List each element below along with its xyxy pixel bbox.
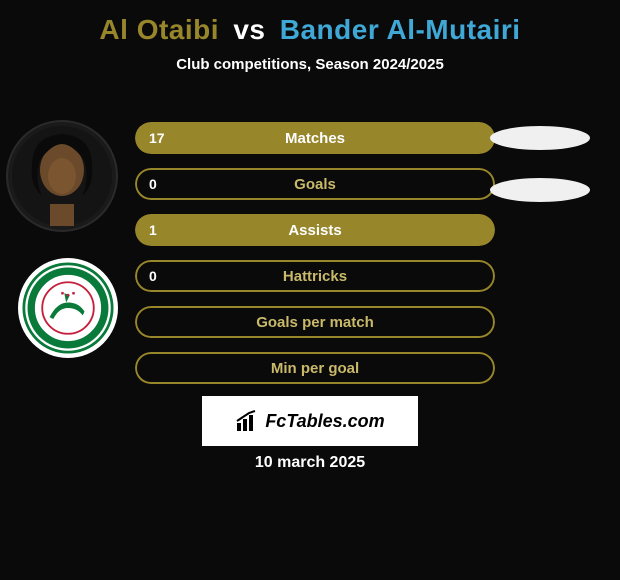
right-oval <box>490 178 590 202</box>
club-badge-icon <box>22 262 114 354</box>
stat-label: Goals per match <box>135 306 495 338</box>
stat-row: 0Hattricks <box>135 260 495 292</box>
subtitle: Club competitions, Season 2024/2025 <box>0 56 620 73</box>
player2-name: Bander Al-Mutairi <box>280 14 521 45</box>
date-text: 10 march 2025 <box>0 454 620 472</box>
chart-icon <box>235 409 259 433</box>
stat-label: Goals <box>135 168 495 200</box>
right-oval <box>490 126 590 150</box>
stat-row: Goals per match <box>135 306 495 338</box>
player-silhouette-icon <box>12 126 112 226</box>
club-badge <box>18 258 118 358</box>
logo-text: FcTables.com <box>265 411 384 432</box>
player-avatar <box>8 122 116 230</box>
vs-text: vs <box>233 14 265 45</box>
stat-label: Matches <box>135 122 495 154</box>
stat-row: Min per goal <box>135 352 495 384</box>
fctables-logo: FcTables.com <box>202 396 418 446</box>
stats-container: 17Matches 0Goals 1Assists 0Hattricks Goals p… <box>135 122 495 398</box>
stat-label: Hattricks <box>135 260 495 292</box>
stat-label: Min per goal <box>135 352 495 384</box>
stat-row: 17Matches <box>135 122 495 154</box>
player1-name: Al Otaibi <box>99 14 219 45</box>
page-title: Al Otaibi vs Bander Al-Mutairi <box>0 0 620 46</box>
stat-label: Assists <box>135 214 495 246</box>
stat-row: 0Goals <box>135 168 495 200</box>
stat-row: 1Assists <box>135 214 495 246</box>
